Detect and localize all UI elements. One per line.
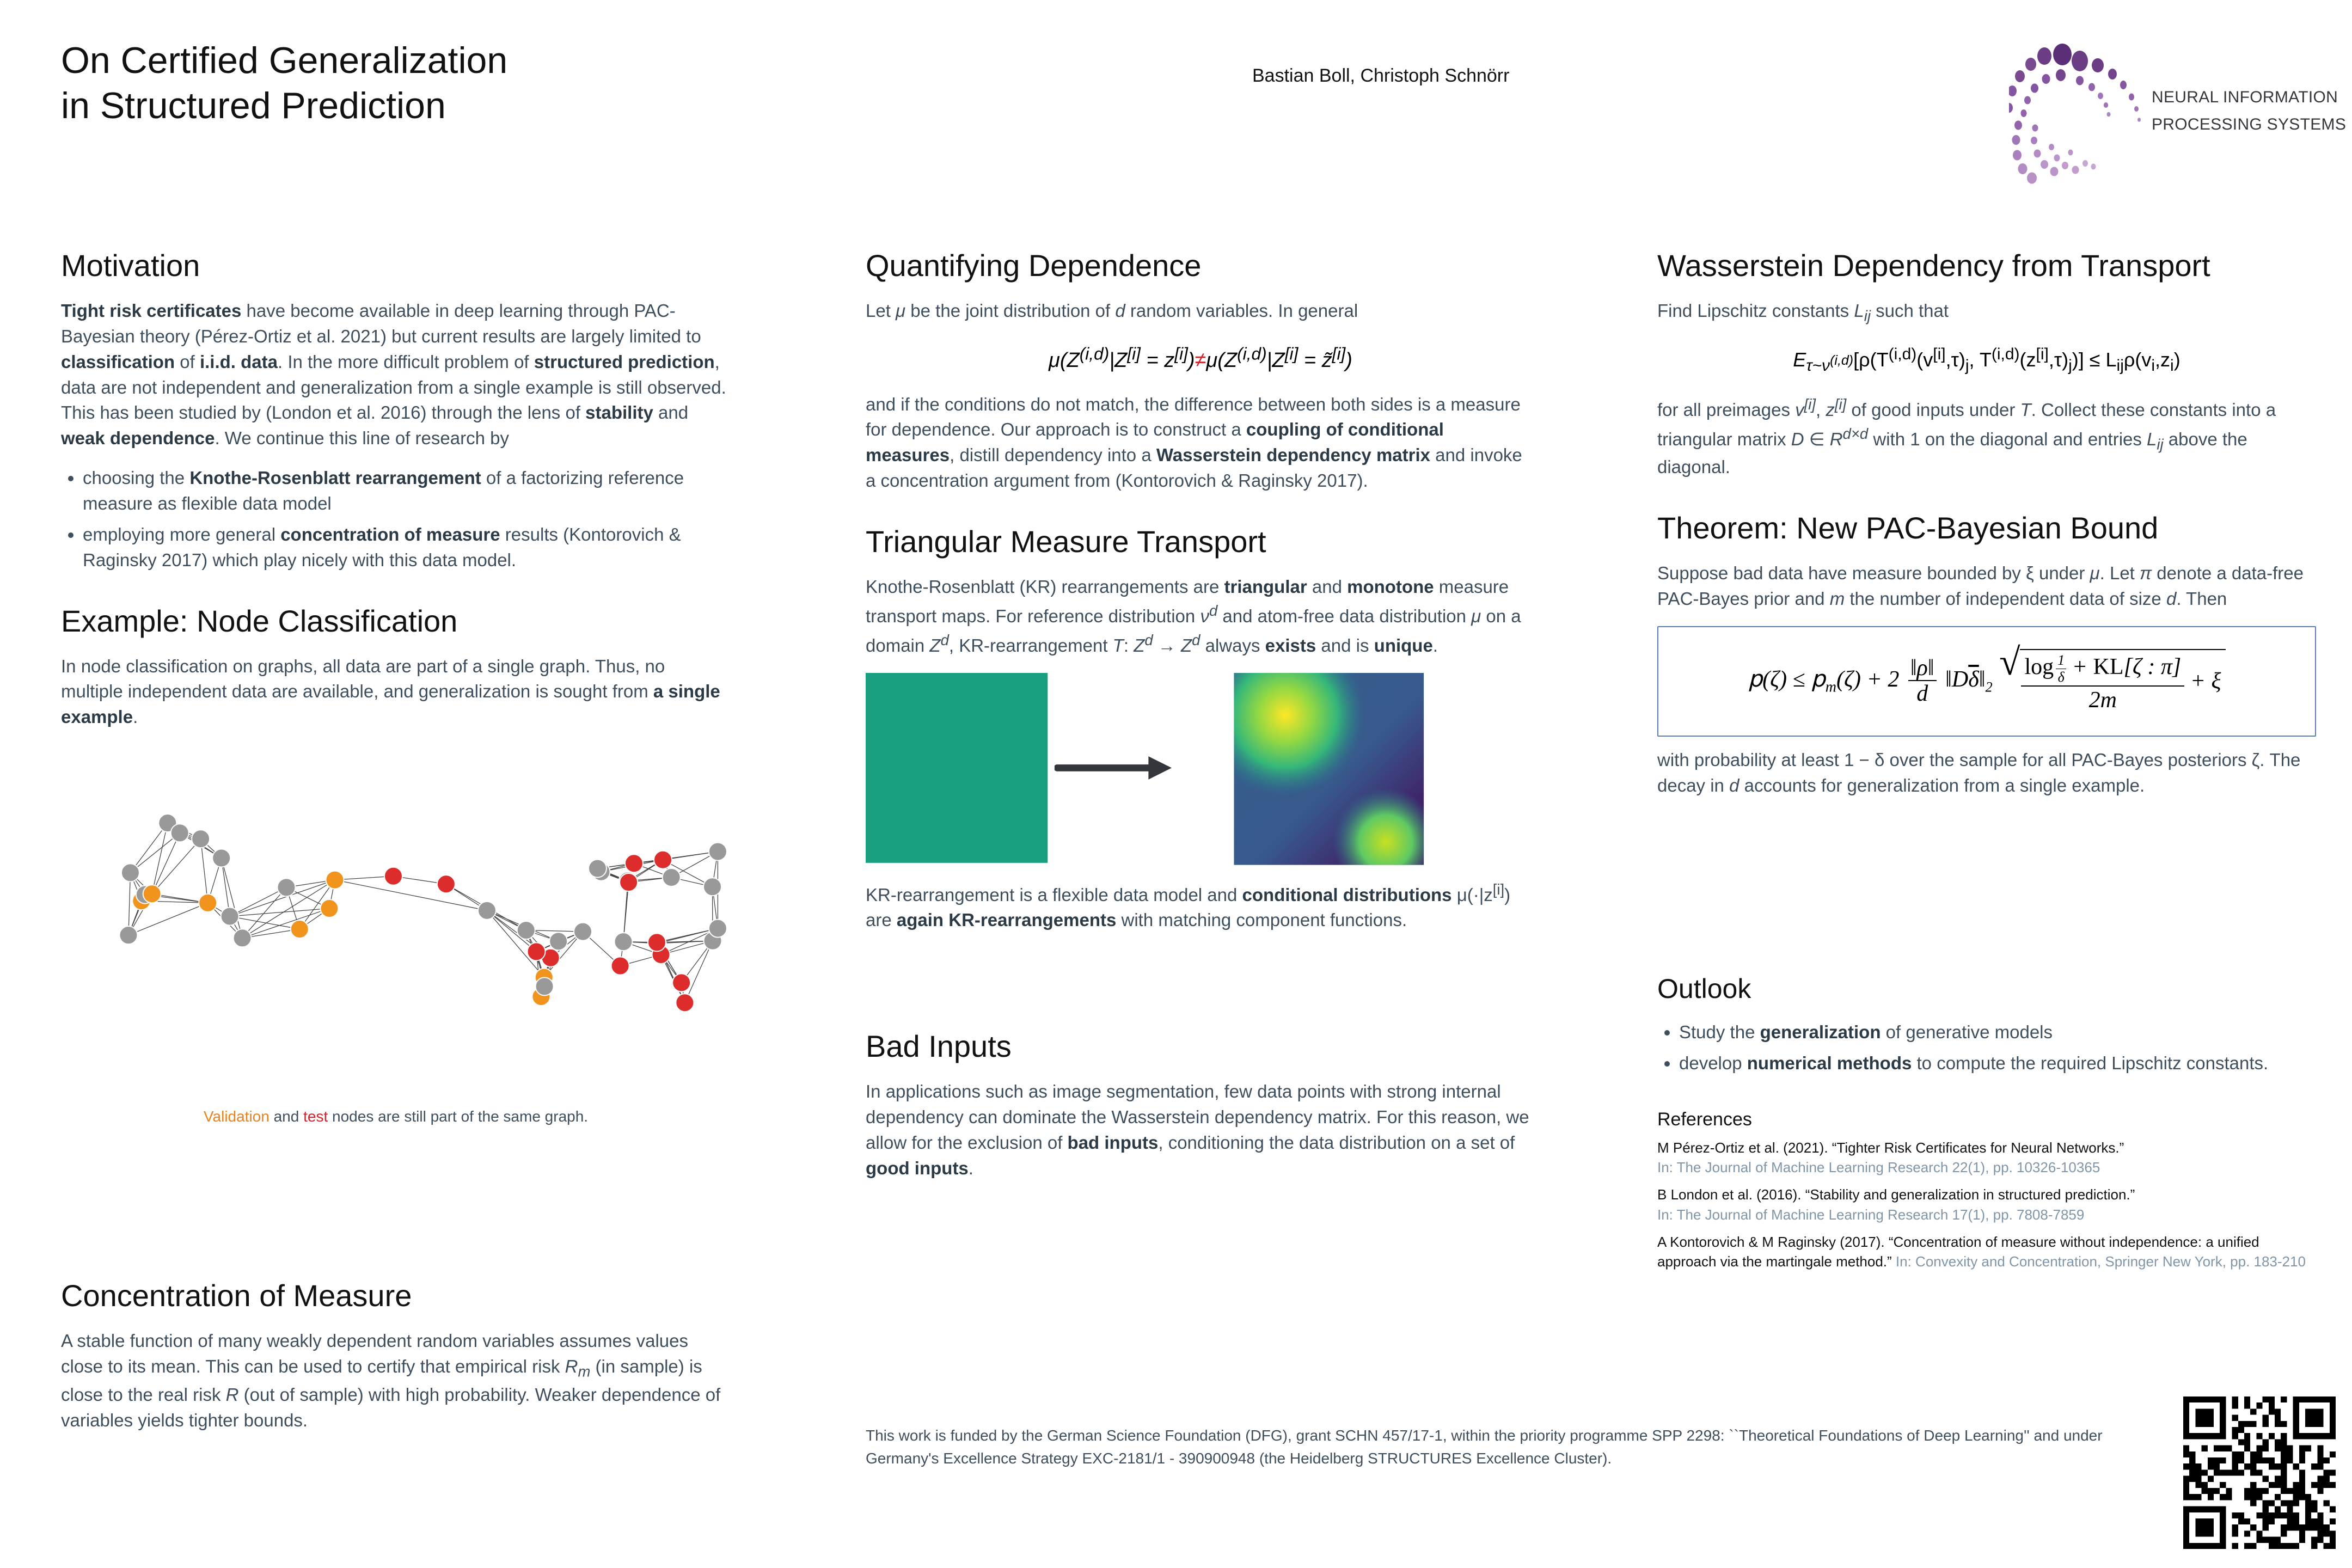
svg-text:PROCESSING SYSTEMS: PROCESSING SYSTEMS xyxy=(2152,115,2346,133)
svg-text:NEURAL INFORMATION: NEURAL INFORMATION xyxy=(2152,88,2338,106)
